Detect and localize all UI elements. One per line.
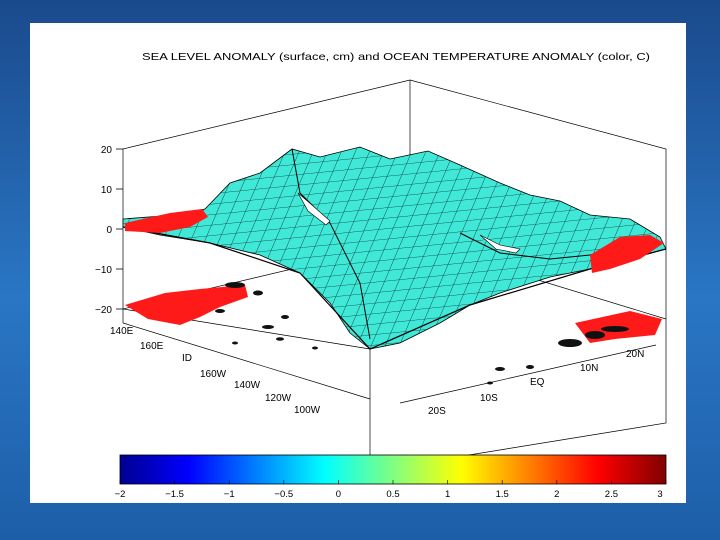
surface-hot-patch-east — [590, 235, 664, 273]
lat-tick-label: 10N — [580, 363, 598, 374]
z-tick-label: 10 — [101, 185, 113, 196]
z-axis: 20 10 0 −10 −20 — [95, 145, 123, 316]
figure-panel: SEA LEVEL ANOMALY (surface, cm) and OCEA… — [30, 23, 686, 503]
colorbar-tick-label: −0.5 — [274, 489, 293, 500]
lon-axis: 140E 160E ID 160W 140W 120W 100W — [110, 322, 371, 416]
lat-tick-label: 20N — [626, 349, 644, 360]
box-frame — [122, 79, 667, 472]
colorbar-tick-marks — [119, 480, 667, 484]
floor-dark-blobs — [215, 282, 629, 385]
floor-hot-patch-west — [125, 285, 248, 325]
z-tick-label: −10 — [95, 265, 112, 276]
lon-axis-line — [122, 322, 371, 400]
colorbar-tick-label: 2 — [554, 489, 559, 500]
z-tick-label: −20 — [95, 305, 112, 316]
colorbar-tick-label: −1.5 — [165, 489, 184, 500]
surface-hot-patch-west — [125, 209, 208, 233]
colorbar-tick-label: 1 — [445, 489, 450, 500]
lon-tick-label: 100W — [294, 405, 321, 416]
surface-mesh — [123, 147, 666, 349]
colorbar-tick-label: −2 — [115, 489, 126, 500]
colorbar: −2 −1.5 −1 −0.5 0 0.5 1 1.5 2 2.5 3 — [115, 454, 667, 500]
lon-tick-label: 120W — [265, 393, 292, 404]
lat-axis: 20S 10S EQ 10N 20N — [399, 344, 657, 417]
lon-tick-label: 160W — [200, 369, 227, 380]
lat-tick-label: 20S — [428, 406, 446, 417]
floor-anomaly-patches — [125, 282, 662, 385]
surface-ridge-line — [291, 148, 371, 340]
surface-white-streak-east — [479, 234, 521, 254]
surface-anomaly-patches — [125, 192, 664, 273]
surface-front-edge — [122, 226, 667, 350]
colorbar-tick-label: 3 — [657, 489, 662, 500]
z-ticks-marks — [116, 148, 123, 310]
z-tick-label: 0 — [106, 225, 112, 236]
colorbar-tick-label: 0.5 — [386, 489, 399, 500]
figure-title: SEA LEVEL ANOMALY (surface, cm) and OCEA… — [142, 51, 650, 63]
colorbar-tick-label: 2.5 — [605, 489, 618, 500]
z-tick-label: 20 — [101, 145, 113, 156]
sea-level-figure: SEA LEVEL ANOMALY (surface, cm) and OCEA… — [95, 51, 667, 500]
lon-tick-label: 140W — [234, 380, 261, 391]
sea-level-surface — [122, 146, 667, 350]
lon-tick-label: ID — [182, 353, 192, 364]
colorbar-tick-label: 0 — [336, 489, 341, 500]
lon-tick-label: 140E — [110, 326, 134, 337]
colorbar-strip — [119, 454, 667, 485]
lat-axis-line — [399, 344, 657, 404]
colorbar-tick-label: −1 — [224, 489, 235, 500]
lon-tick-label: 160E — [140, 341, 164, 352]
colorbar-tick-label: 1.5 — [496, 489, 509, 500]
lat-tick-label: EQ — [530, 377, 545, 388]
surface-white-streak — [297, 192, 331, 226]
lat-tick-label: 10S — [480, 393, 498, 404]
